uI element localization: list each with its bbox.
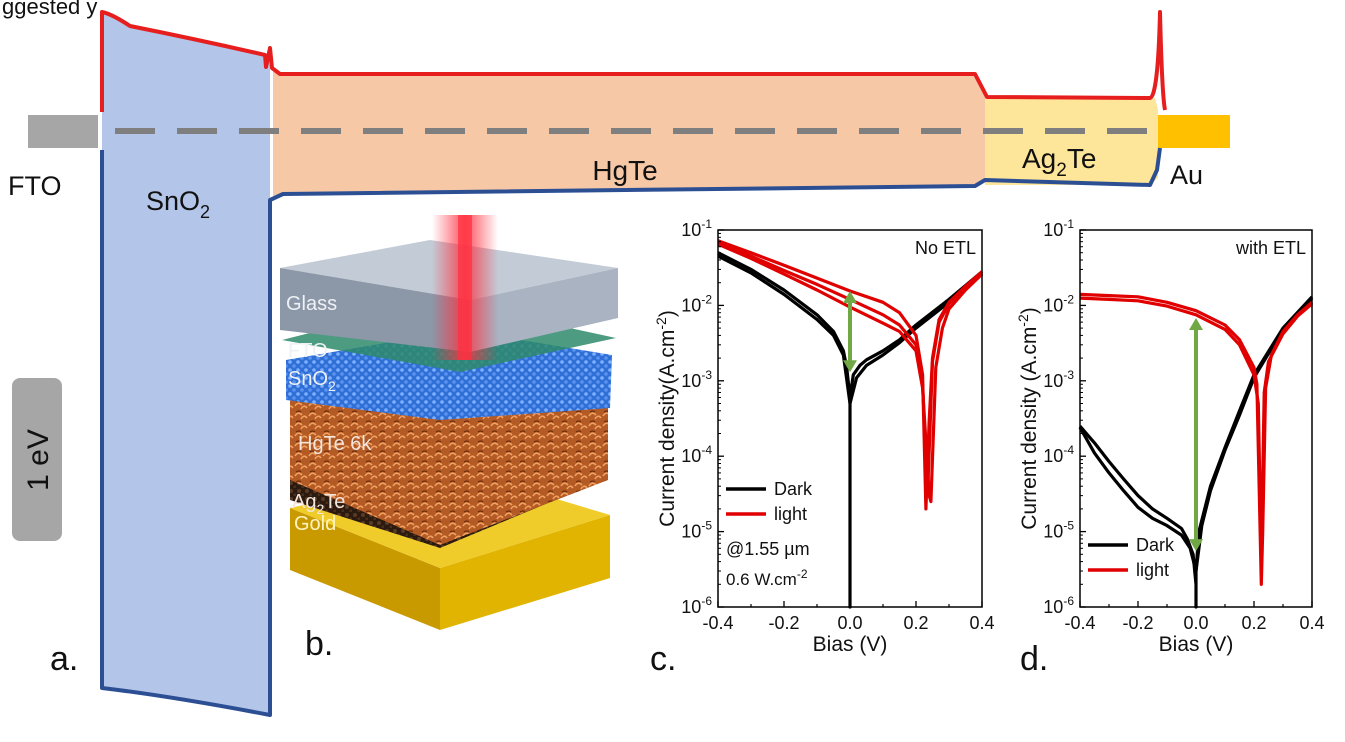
- series-line-dark-0: [717, 251, 984, 609]
- y-axis-label: Current density(A.cm-2): [653, 310, 679, 527]
- y-tick-label: 10-1: [1043, 217, 1074, 240]
- green-arrow-head-bottom: [1189, 539, 1203, 552]
- gold-layer-side: [290, 508, 440, 630]
- y-tick-label: 10-2: [681, 292, 712, 315]
- x-tick-label: -0.4: [702, 613, 733, 633]
- iv-chart-with-etl: -0.4 -0.2 0.0 0.2 0.4 10-6 10-5 10-4 10-3 10-2 10-…: [1015, 217, 1325, 656]
- panel-label-a: a.: [50, 640, 78, 678]
- y-tick-label: 10-3: [1043, 368, 1074, 391]
- valence-band: [100, 147, 1162, 717]
- x-tick-label: 0.0: [837, 613, 862, 633]
- stack-label-gold: Gold: [294, 513, 336, 535]
- layer-label-ag2te: Ag2Te: [1022, 143, 1096, 181]
- stack-label-sno2: SnO2: [288, 368, 336, 394]
- chart-annotation: No ETL: [915, 238, 976, 258]
- device-stack: Glass FTO SnO2 HgTe 6k Ag2Te Gold: [280, 215, 618, 630]
- x-tick-label: 0.4: [969, 613, 994, 633]
- fto-contact: [28, 115, 98, 148]
- stack-label-glass: Glass: [286, 293, 337, 315]
- y-tick-label: 10-4: [681, 443, 712, 466]
- chart-annotation: with ETL: [1235, 238, 1306, 258]
- green-arrow-head-top: [1189, 318, 1203, 331]
- ag2te-region: [985, 96, 1158, 185]
- x-tick-label: 0.2: [1241, 613, 1266, 633]
- y-tick-label: 10-5: [1043, 519, 1074, 542]
- panel-label-c: c.: [650, 640, 676, 678]
- sno2-region: [102, 12, 270, 715]
- energy-scale-label: 1 eV: [22, 429, 55, 491]
- layer-label-hgte: HgTe: [592, 155, 657, 186]
- green-arrow-head-top: [843, 291, 857, 304]
- green-arrow-head-bottom: [843, 360, 857, 373]
- y-tick-label: 10-2: [1043, 292, 1074, 315]
- stack-label-ag2te: Ag2Te: [292, 491, 345, 517]
- legend-label-dark: Dark: [1136, 535, 1175, 555]
- light-beam-core: [458, 215, 472, 360]
- layer-label-au: Au: [1170, 160, 1203, 190]
- series-line-light-3: [1079, 296, 1314, 564]
- x-tick-label: -0.4: [1064, 613, 1095, 633]
- measurement-wavelength: @1.55 µm: [726, 539, 810, 559]
- panel-label-b: b.: [305, 625, 333, 663]
- conduction-band: [100, 10, 1167, 112]
- x-tick-label: 0.0: [1183, 613, 1208, 633]
- measurement-power: 0.6 W.cm-2: [726, 567, 808, 589]
- y-tick-label: 10-4: [1043, 443, 1074, 466]
- x-tick-label: -0.2: [1122, 613, 1153, 633]
- x-axis-label: Bias (V): [813, 633, 888, 656]
- x-tick-label: 0.4: [1299, 613, 1324, 633]
- layer-label-sno2: SnO2: [146, 186, 210, 222]
- y-tick-label: 10-1: [681, 217, 712, 240]
- y-tick-label: 10-6: [681, 594, 712, 617]
- legend-label-light: light: [1136, 560, 1169, 580]
- stack-label-hgte: HgTe 6k: [298, 433, 372, 455]
- y-axis-label: Current density (A.cm-2): [1015, 307, 1041, 530]
- series-line-light-4: [717, 242, 984, 504]
- legend-label-dark: Dark: [774, 479, 813, 499]
- header-fragment: ggested y: [2, 0, 97, 19]
- y-tick-label: 10-3: [681, 368, 712, 391]
- layer-label-fto: FTO: [8, 171, 62, 201]
- band-diagram: 1 eV FTO SnO2 HgTe Ag2Te Au: [8, 10, 1230, 717]
- y-tick-label: 10-5: [681, 519, 712, 542]
- gold-layer-front: [440, 515, 610, 630]
- series-line-light-3: [717, 241, 984, 498]
- au-contact: [1158, 115, 1230, 148]
- iv-chart-no-etl: -0.4 -0.2 0.0 0.2 0.4 10-6 10-5 10-4 10-3 10-2 10-…: [653, 217, 995, 656]
- legend-label-light: light: [774, 504, 807, 524]
- glass-layer-front: [280, 268, 470, 352]
- series-line-dark-1: [1078, 297, 1314, 573]
- stack-label-fto: FTO: [288, 340, 328, 362]
- y-tick-label: 10-6: [1043, 594, 1074, 617]
- glass-layer-side: [470, 268, 618, 352]
- x-tick-label: 0.2: [903, 613, 928, 633]
- x-axis-label: Bias (V): [1159, 633, 1234, 656]
- energy-scale-bar: [12, 378, 62, 541]
- panel-label-d: d.: [1020, 640, 1048, 678]
- x-tick-label: -0.2: [768, 613, 799, 633]
